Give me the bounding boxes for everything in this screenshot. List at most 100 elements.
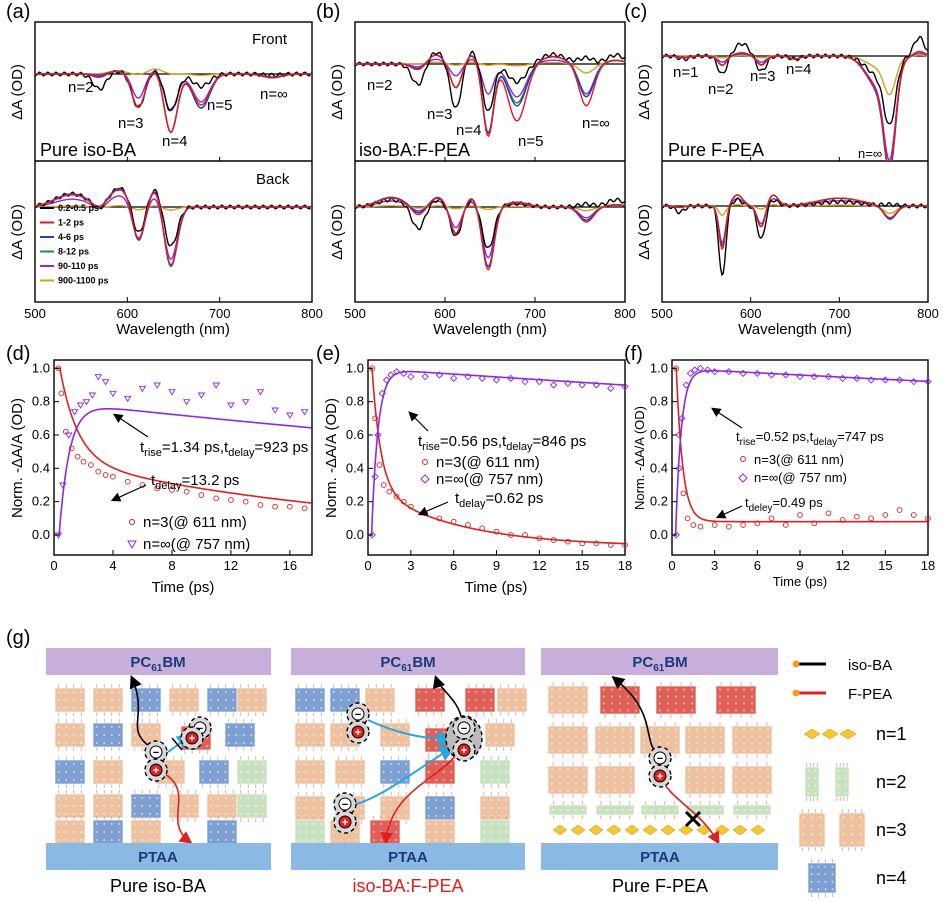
dot — [683, 695, 685, 698]
dot — [735, 775, 737, 778]
dot — [751, 768, 753, 771]
dot — [735, 709, 737, 712]
a-ninf: n=∞ — [260, 86, 288, 103]
legend-n1-icon — [821, 728, 839, 740]
dot — [675, 735, 677, 738]
dot — [712, 789, 714, 792]
dot — [95, 726, 98, 728]
dot — [254, 707, 257, 709]
dot — [606, 728, 608, 731]
dot — [405, 726, 408, 728]
kinF-point-ninf — [881, 376, 889, 384]
dot — [696, 809, 699, 811]
dot — [305, 763, 308, 765]
dot — [810, 880, 813, 883]
dot — [95, 797, 98, 799]
f-leg1-marker — [740, 456, 746, 462]
dot — [216, 771, 219, 773]
dot — [567, 688, 569, 691]
dot — [340, 742, 343, 744]
dot — [262, 805, 265, 807]
carrier-core — [149, 763, 163, 777]
dot — [495, 742, 498, 744]
dot — [242, 742, 245, 744]
dot — [704, 782, 706, 785]
top-tick-label: 600 — [434, 306, 456, 321]
dot — [141, 813, 144, 815]
tile-p1-12 — [92, 756, 124, 788]
octahedra — [547, 685, 589, 715]
dot — [440, 691, 443, 693]
kinE-ytick-label: 0.8 — [346, 394, 364, 409]
b-n3: n=3 — [427, 106, 452, 123]
dot — [254, 805, 257, 807]
dot — [606, 775, 608, 778]
dot — [405, 771, 408, 773]
octahedra — [594, 765, 636, 795]
dot — [224, 805, 227, 807]
dot — [224, 797, 227, 799]
dot — [606, 809, 609, 811]
dot — [417, 691, 420, 693]
dot — [390, 707, 393, 709]
dot — [65, 707, 68, 709]
spectra-c-front — [662, 35, 928, 161]
dot — [583, 695, 585, 698]
pcbm-label-2: PC61BM — [380, 654, 435, 674]
dot — [397, 763, 400, 765]
dot — [859, 816, 862, 819]
kinD-point-n3 — [88, 462, 94, 468]
octahedra — [838, 812, 866, 848]
dot — [559, 768, 561, 771]
dot — [312, 771, 315, 773]
dot — [95, 763, 98, 765]
c-ninf: n=∞ — [858, 146, 882, 161]
kinD-point-n3 — [102, 472, 109, 478]
dot — [696, 735, 698, 738]
dot — [611, 688, 613, 691]
dot — [502, 734, 505, 736]
kinF-point-ninf — [686, 369, 695, 377]
dot — [759, 789, 761, 792]
dot — [355, 839, 358, 841]
dot — [606, 789, 608, 792]
spectra-legend: 0.2-0.5 ps 1-2 ps 4-6 ps 8-12 ps 90-110 ps 90… — [40, 203, 109, 286]
dot — [347, 839, 350, 841]
dot — [209, 813, 212, 815]
kinF-point-ninf — [782, 371, 790, 379]
legend-label-2: 4-6 ps — [58, 232, 84, 242]
dot — [305, 779, 308, 781]
dot — [250, 726, 253, 728]
dot — [320, 763, 323, 765]
dot — [65, 797, 68, 799]
dot — [598, 768, 600, 771]
dot — [232, 797, 235, 799]
kinD-point-ninf — [82, 399, 91, 406]
kinD-point-n3 — [257, 502, 264, 508]
dot — [179, 691, 182, 693]
kinD-xtick-label: 0 — [50, 558, 57, 573]
dot — [355, 831, 358, 833]
dot — [216, 763, 219, 765]
dot — [332, 839, 335, 841]
dot — [630, 768, 632, 771]
dot — [567, 742, 569, 745]
dot — [630, 728, 632, 731]
dot — [171, 699, 174, 701]
dot — [227, 734, 230, 736]
kinD-point-ninf — [59, 482, 67, 489]
dot — [559, 709, 561, 712]
dot — [141, 797, 144, 799]
dot — [254, 691, 257, 693]
dot — [611, 702, 613, 705]
dot — [810, 888, 813, 891]
dot — [583, 702, 585, 705]
f-xlabel: Time (ps) — [773, 574, 827, 589]
dot — [559, 809, 562, 811]
octahedra — [715, 685, 757, 715]
kinD-point-ninf — [271, 407, 279, 414]
carrier-core — [457, 721, 471, 735]
dot — [667, 742, 669, 745]
dot — [735, 735, 737, 738]
dot — [743, 749, 745, 752]
